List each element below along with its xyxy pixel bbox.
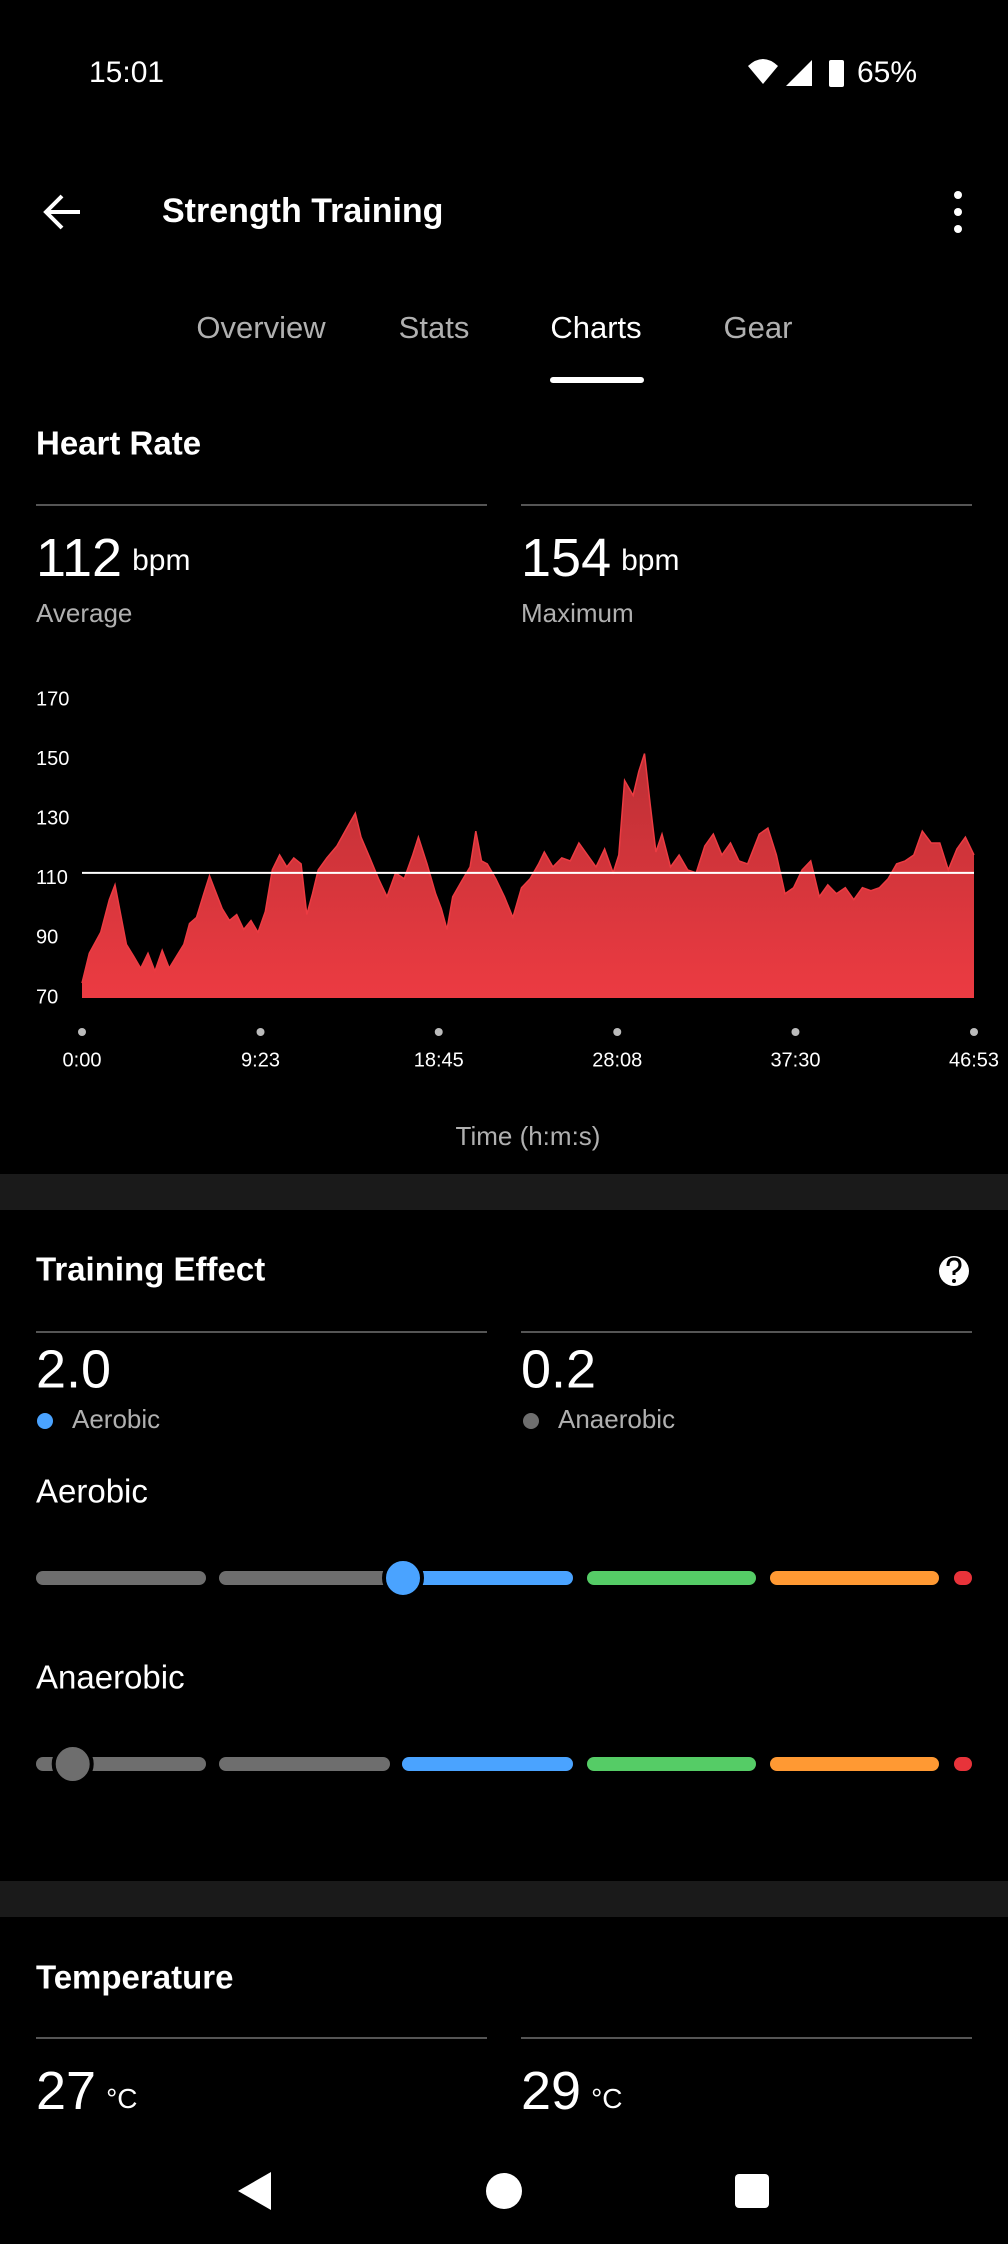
effect-scale — [36, 1743, 972, 1785]
x-tick-dot — [434, 1028, 443, 1036]
heart-rate-chart: 70 90 110 130 150 170 0:00 9:23 18:45 28:08 37:30 4… — [36, 688, 999, 1071]
scale-segment — [219, 1571, 390, 1585]
x-tick-label: 18:45 — [414, 1049, 464, 1071]
stat-unit: bpm — [132, 544, 190, 577]
nav-home[interactable] — [486, 2173, 522, 2209]
x-tick-dot — [791, 1028, 800, 1036]
stat: 112 bpm — [36, 528, 190, 588]
legend-dot — [37, 1413, 53, 1429]
area-line — [81, 753, 975, 984]
legend-dot — [523, 1413, 539, 1429]
separator — [0, 1174, 1008, 1210]
scale-knob — [382, 1557, 424, 1599]
x-axis-label: Time (h:m:s) — [456, 1121, 601, 1151]
section-title: Temperature — [36, 1959, 233, 1996]
wifi-icon — [748, 59, 778, 84]
area-fill — [82, 753, 974, 998]
stat-unit: bpm — [621, 544, 679, 577]
effect-label: Anaerobic — [558, 1404, 675, 1434]
back-button[interactable] — [43, 194, 80, 230]
scale-segment — [954, 1571, 972, 1585]
stat: 27 °C — [36, 2061, 138, 2121]
scale-segment — [402, 1571, 573, 1585]
scale-segment — [770, 1571, 939, 1585]
stat: 29 °C — [521, 2061, 623, 2121]
y-tick-label: 170 — [36, 688, 69, 710]
scale-segment — [770, 1757, 939, 1771]
separator — [0, 1881, 1008, 1917]
tab-indicator — [550, 377, 644, 383]
stat-value: 112 — [36, 528, 122, 588]
stat-label: Average — [36, 598, 132, 628]
effect-label: Aerobic — [72, 1404, 160, 1434]
x-tick-label: 37:30 — [770, 1049, 820, 1071]
signal-icon — [786, 60, 812, 86]
scale-segment — [402, 1757, 573, 1771]
y-tick-label: 150 — [36, 748, 69, 770]
x-tick-label: 9:23 — [241, 1049, 280, 1071]
effect-value: 2.0 — [36, 1339, 111, 1399]
x-tick-dot — [256, 1028, 265, 1036]
scale-title: Anaerobic — [36, 1659, 185, 1696]
scale-segment — [587, 1571, 756, 1585]
status-time: 15:01 — [89, 56, 164, 89]
scale-segment — [587, 1757, 756, 1771]
stat-value: 27 — [36, 2061, 96, 2121]
nav-back[interactable] — [238, 2172, 271, 2210]
help-glyph — [946, 1257, 962, 1275]
y-tick-label: 90 — [36, 927, 58, 949]
stat-unit: °C — [591, 2083, 622, 2114]
status-battery: 65% — [857, 56, 917, 89]
tab[interactable]: Stats — [399, 310, 470, 345]
y-tick-label: 130 — [36, 807, 69, 829]
help-glyph — [952, 1279, 956, 1283]
x-tick-label: 46:53 — [949, 1049, 999, 1071]
y-tick-label: 70 — [36, 986, 58, 1008]
more-menu[interactable] — [954, 191, 962, 233]
x-tick-label: 0:00 — [63, 1049, 102, 1071]
section-title: Training Effect — [36, 1251, 265, 1288]
x-tick-dot — [613, 1028, 622, 1036]
scale-segment — [954, 1757, 972, 1771]
scale-title: Aerobic — [36, 1473, 148, 1510]
battery-icon — [829, 60, 844, 87]
effect-value: 0.2 — [521, 1339, 596, 1399]
y-tick-label: 110 — [36, 867, 68, 889]
nav-recents[interactable] — [735, 2174, 769, 2208]
tab[interactable]: Overview — [196, 310, 326, 345]
page-title: Strength Training — [162, 192, 443, 230]
effect-scale — [36, 1557, 972, 1599]
stat-label: Maximum — [521, 598, 634, 628]
stat-unit: °C — [106, 2083, 137, 2114]
tab[interactable]: Gear — [724, 310, 793, 345]
scale-segment — [219, 1757, 390, 1771]
stat-value: 154 — [521, 528, 611, 588]
tab-active[interactable]: Charts — [550, 310, 641, 345]
x-tick-dot — [970, 1028, 978, 1036]
x-tick-dot — [78, 1028, 86, 1036]
x-tick-label: 28:08 — [592, 1049, 642, 1071]
section-title: Heart Rate — [36, 425, 201, 462]
scale-knob — [51, 1743, 94, 1785]
stat-value: 29 — [521, 2061, 581, 2121]
scale-segment — [36, 1571, 206, 1585]
stat: 154 bpm — [521, 528, 679, 588]
